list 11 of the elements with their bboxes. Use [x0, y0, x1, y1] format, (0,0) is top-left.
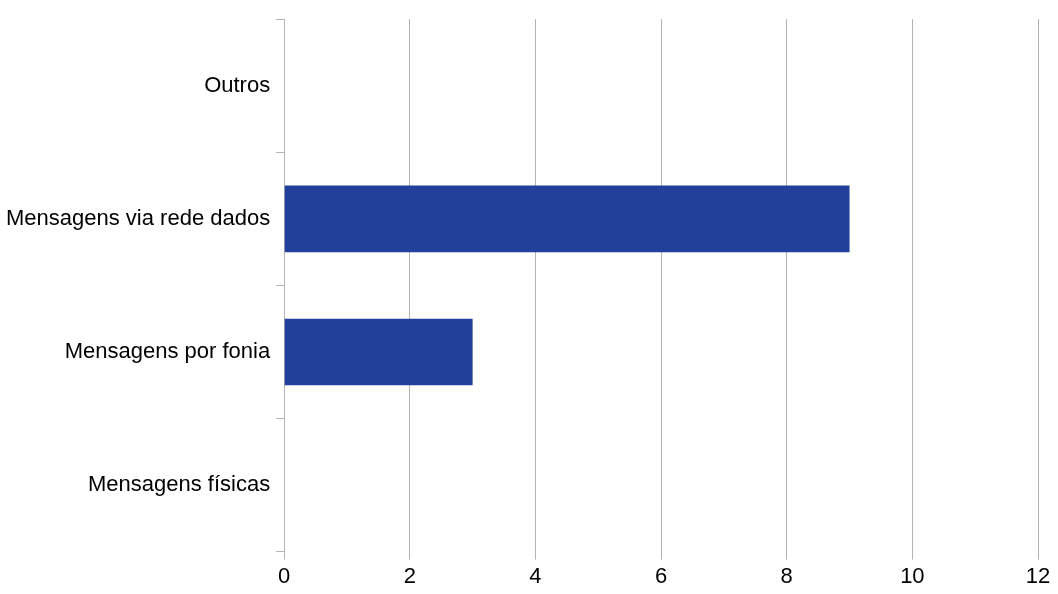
- y-tick-label: Mensagens por fonia: [64, 338, 271, 364]
- x-tick-label: 2: [403, 562, 416, 588]
- x-tick-label: 6: [654, 562, 668, 588]
- y-tick-label: Mensagens físicas: [87, 471, 271, 497]
- x-tick-label: 4: [529, 562, 542, 588]
- y-tick-label: Outros: [204, 71, 271, 97]
- x-tick-label: 12: [1025, 562, 1051, 588]
- y-tick-label: Mensagens via rede dados: [6, 204, 271, 230]
- x-tick-label: 0: [278, 562, 291, 588]
- x-tick-label: 8: [780, 562, 793, 588]
- x-tick-label: 10: [900, 562, 925, 588]
